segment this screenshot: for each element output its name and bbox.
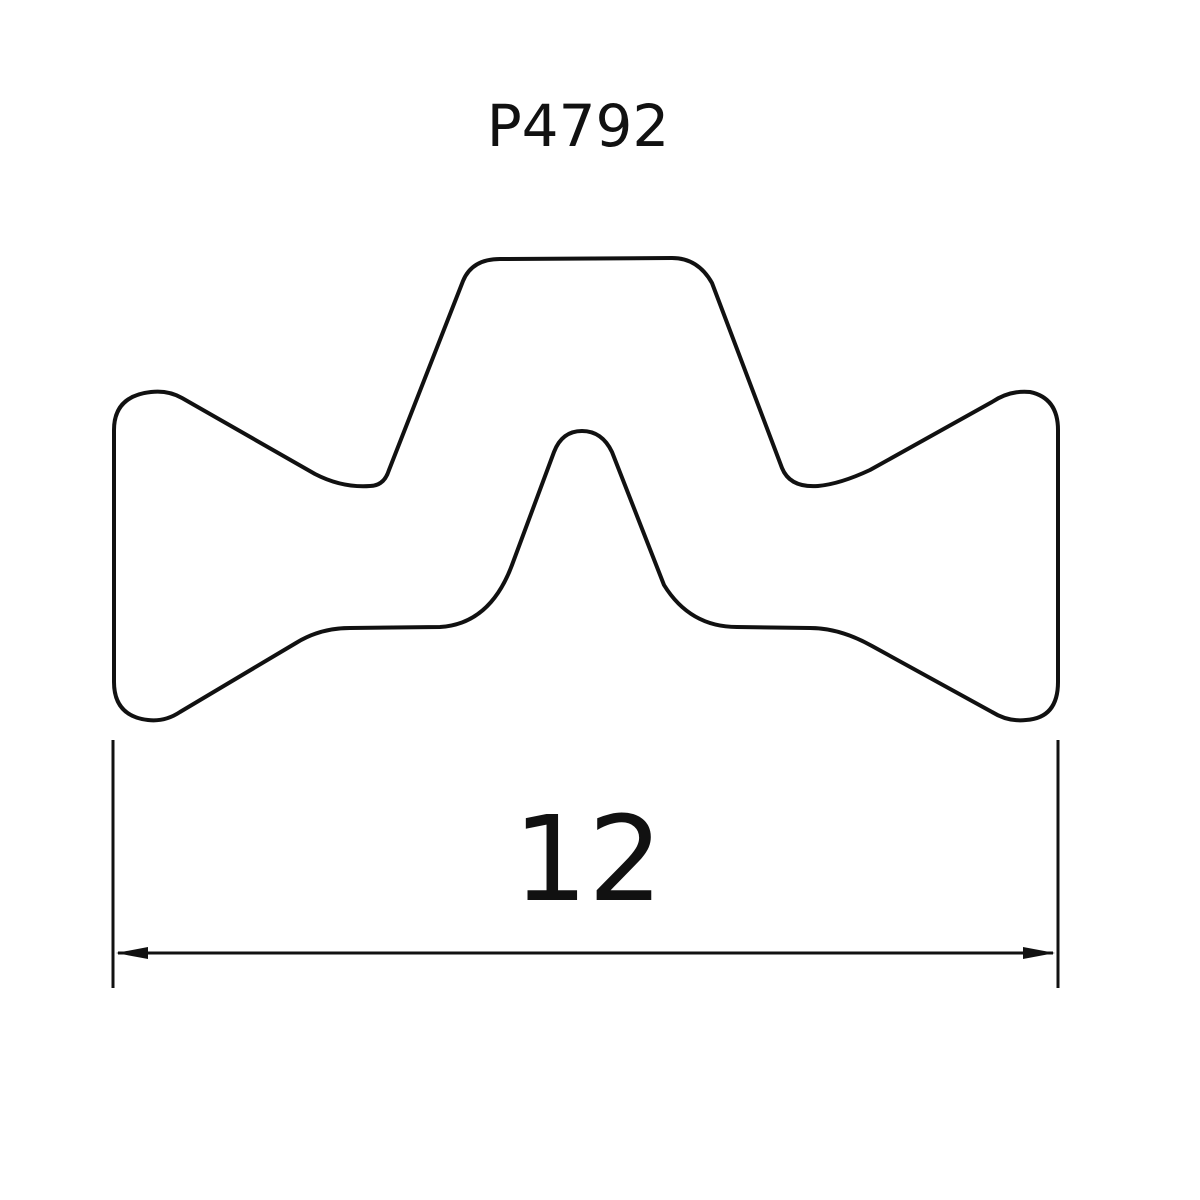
- dimension-value: 12: [513, 790, 663, 928]
- part-code-label: P4792: [487, 92, 670, 160]
- left-arrowhead: [116, 947, 148, 959]
- right-arrowhead: [1023, 947, 1055, 959]
- profile-outline: [112, 256, 1060, 723]
